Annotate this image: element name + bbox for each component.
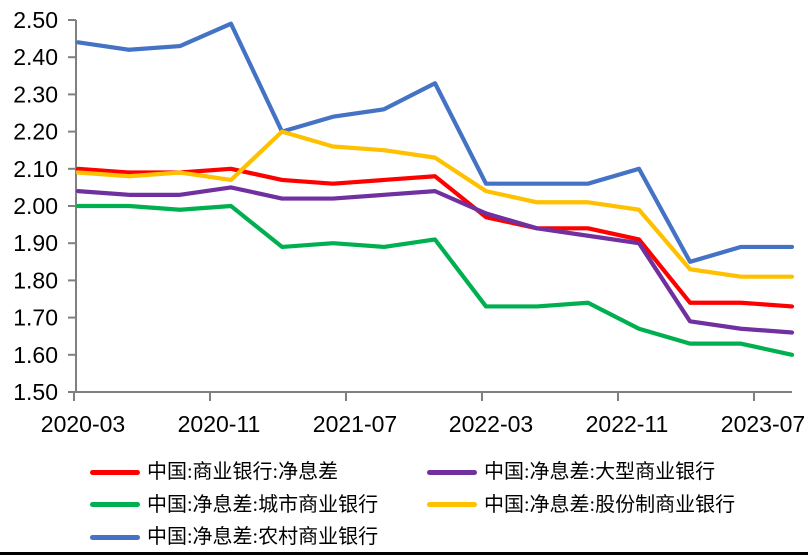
y-tick-label: 1.80 [13, 267, 58, 293]
legend-item-city-commercial-banks: 中国:净息差:城市商业银行 [90, 489, 427, 522]
x-tick-label: 2023-07 [721, 411, 805, 437]
legend-item-rural-commercial-banks: 中国:净息差:农村商业银行 [90, 521, 427, 554]
x-tick-label: 2022-03 [449, 411, 533, 437]
axis-lines [75, 20, 792, 393]
series-line-joint-stock-commercial-banks [75, 129, 795, 279]
y-tick-label: 2.00 [13, 193, 58, 219]
legend-item-joint-stock-commercial-banks: 中国:净息差:股份制商业银行 [427, 489, 735, 522]
legend-swatch-city-commercial-banks [90, 502, 140, 508]
y-tick-label: 2.10 [13, 156, 58, 182]
y-tick-label: 2.50 [13, 7, 58, 33]
legend-column: 中国:净息差:大型商业银行 中国:净息差:股份制商业银行 [427, 456, 735, 554]
series-line-commercial-banks [75, 166, 795, 309]
legend-label: 中国:净息差:农村商业银行 [147, 526, 379, 549]
bottom-divider [0, 552, 808, 555]
legend-item-commercial-banks: 中国:商业银行:净息差 [90, 456, 427, 489]
y-tick-label: 1.90 [13, 230, 58, 256]
y-tick-label: 1.60 [13, 342, 58, 368]
legend-label: 中国:净息差:城市商业银行 [147, 493, 379, 516]
legend-swatch-large-commercial-banks [427, 469, 477, 475]
y-tick-label: 2.40 [13, 44, 58, 70]
x-tick-label: 2022-11 [586, 411, 669, 437]
x-tick-label: 2020-11 [178, 411, 261, 437]
legend-label: 中国:净息差:大型商业银行 [484, 461, 716, 484]
legend-swatch-commercial-banks [90, 469, 140, 475]
y-tick-label: 1.50 [13, 379, 58, 405]
series-line-rural-commercial-banks [75, 21, 795, 264]
y-tick-label: 2.30 [13, 81, 58, 107]
x-tick-label: 2020-03 [41, 411, 125, 437]
legend-item-large-commercial-banks: 中国:净息差:大型商业银行 [427, 456, 735, 489]
chart-legend: 中国:商业银行:净息差 中国:净息差:城市商业银行 中国:净息差:农村商业银行 中国:… [90, 456, 735, 554]
x-tick-label: 2021-07 [313, 411, 397, 437]
nim-line-chart: 2.50 2.40 2.30 2.20 2.10 2.00 1.90 1.80 1.70 1.60… [13, 7, 805, 437]
series-line-large-commercial-banks [75, 185, 795, 335]
y-tick-label: 2.20 [13, 119, 58, 145]
legend-column: 中国:商业银行:净息差中国:净息差:城市商业银行 中国:净息差:农村商业银行 [90, 456, 427, 554]
legend-label: 中国:净息差:股份制商业银行 [484, 493, 736, 516]
legend-label: 中国:商业银行:净息差 [147, 461, 339, 484]
y-tick-label: 1.70 [13, 305, 58, 331]
legend-swatch-rural-commercial-banks [90, 534, 140, 540]
legend-swatch-joint-stock-commercial-banks [427, 502, 477, 508]
series-line-city-commercial-banks [75, 203, 795, 357]
